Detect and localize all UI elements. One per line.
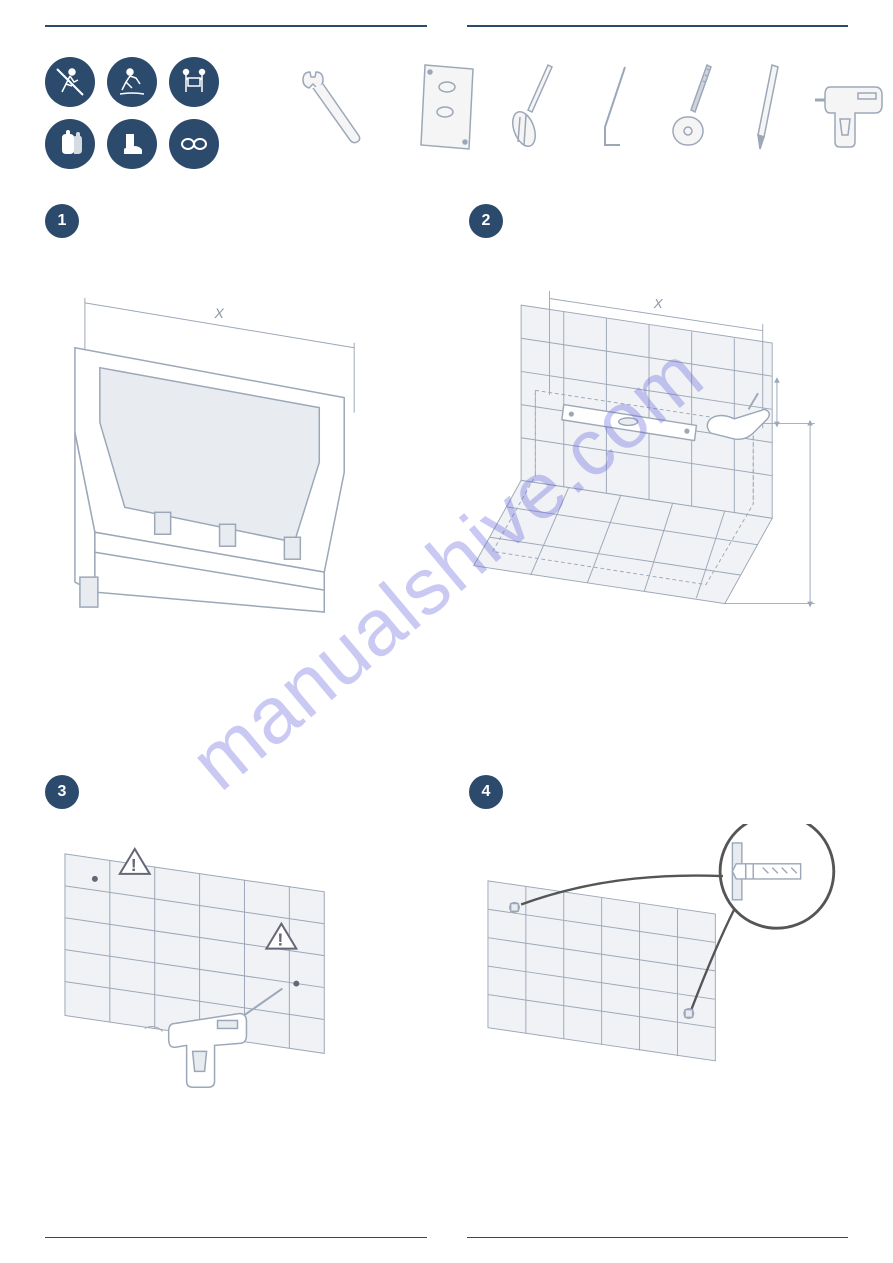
step-number-4: 4 (469, 775, 503, 809)
step-number-2: 2 (469, 204, 503, 238)
step-4: 4 (469, 775, 848, 1217)
step-number-3: 3 (45, 775, 79, 809)
step-3: 3 (45, 775, 424, 1217)
step-4-diagram (469, 824, 848, 1089)
wear-gloves-icon (45, 119, 95, 169)
safety-icons-panel (45, 57, 235, 169)
drill-icon (810, 57, 893, 157)
pencil-icon (750, 57, 785, 157)
step-1: 1 X (45, 204, 424, 745)
step-2-diagram: X (469, 253, 848, 632)
tape-measure-icon (665, 57, 725, 157)
step-number-1: 1 (45, 204, 79, 238)
wear-goggles-icon (169, 119, 219, 169)
svg-text:!: ! (277, 930, 283, 950)
allen-key-icon (590, 57, 640, 157)
warning-icon: ! (120, 849, 150, 875)
wear-boots-icon (107, 119, 157, 169)
svg-text:X: X (214, 305, 225, 321)
two-person-lift-icon (169, 57, 219, 107)
slip-hazard-icon (107, 57, 157, 107)
step-2: 2 (469, 204, 848, 745)
svg-text:X: X (653, 296, 664, 311)
spirit-level-icon (405, 57, 485, 157)
step-3-diagram: ! ! (45, 824, 424, 1103)
no-running-icon (45, 57, 95, 107)
wrench-icon (295, 62, 380, 152)
screwdriver-icon (510, 57, 565, 157)
svg-text:!: ! (131, 855, 137, 875)
step-1-diagram: X (45, 253, 424, 632)
tools-panel (275, 57, 893, 169)
